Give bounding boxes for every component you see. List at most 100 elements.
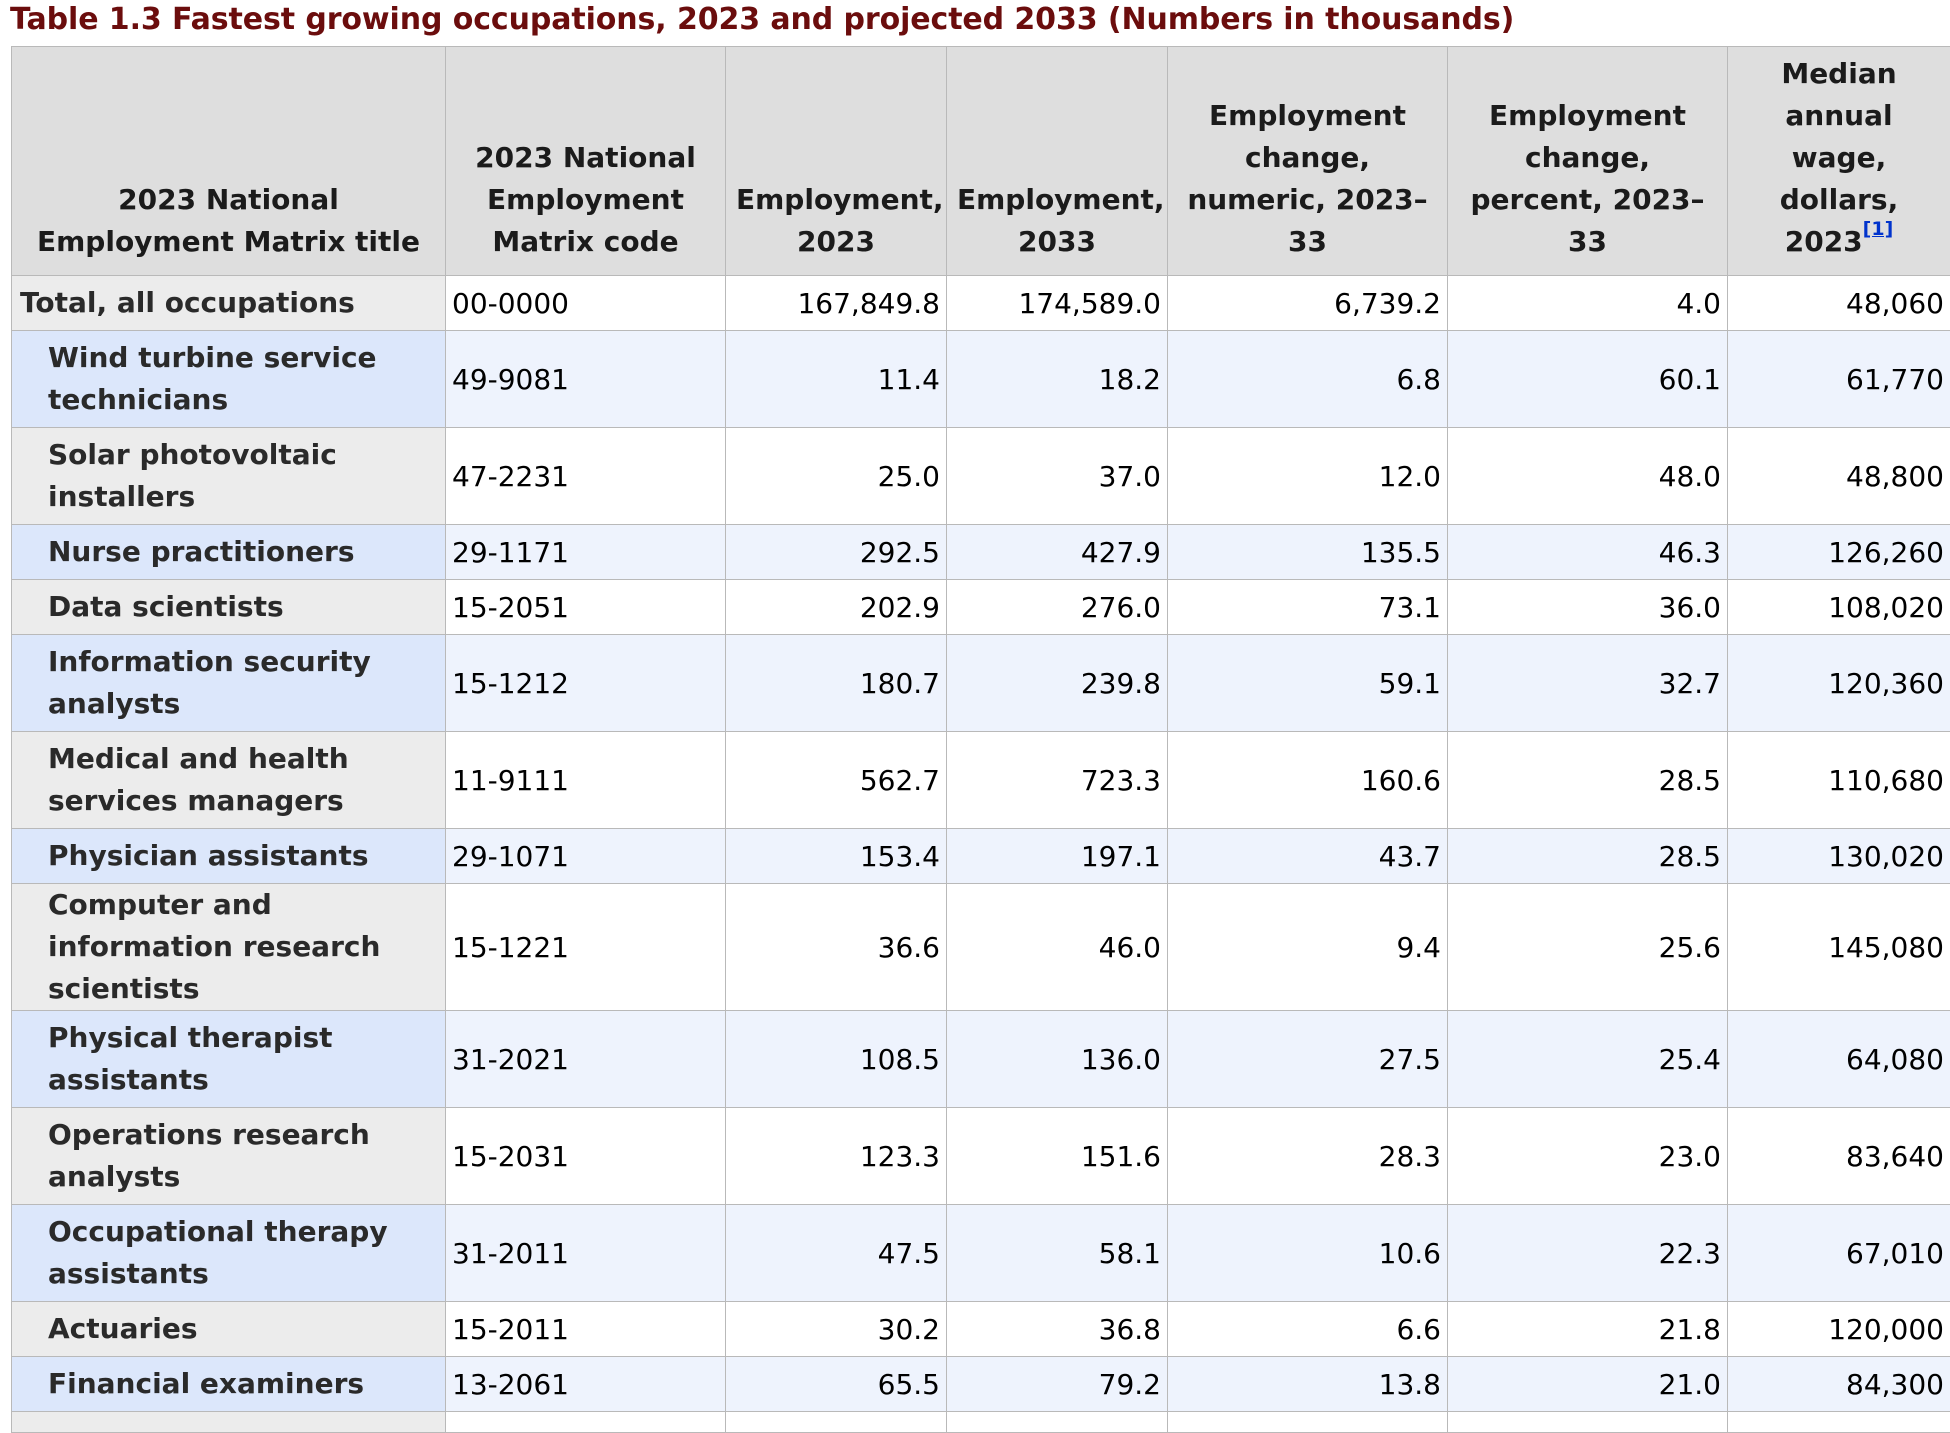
change-numeric-cell: 27.5	[1168, 1011, 1448, 1108]
change-numeric-cell: 43.7	[1168, 829, 1448, 884]
change-percent-cell: 21.0	[1448, 1357, 1728, 1412]
occupation-title-cell: Information security analysts	[12, 635, 446, 732]
code-cell: 49-9081	[446, 331, 726, 428]
occupation-title-cell: Physician assistants	[12, 829, 446, 884]
column-header-title: 2023 National Employment Matrix title	[12, 47, 446, 276]
code-cell: 15-1221	[446, 884, 726, 1011]
employment-2023-cell: 25.0	[726, 428, 947, 525]
occupation-title-cell: Nurse practitioners	[12, 525, 446, 580]
median-wage-cell: 67,010	[1728, 1205, 1950, 1302]
employment-2033-cell: 37.0	[947, 428, 1168, 525]
median-wage-cell: 48,800	[1728, 428, 1950, 525]
code-cell: 31-2011	[446, 1205, 726, 1302]
code-cell: 31-2021	[446, 1011, 726, 1108]
median-wage-cell: 126,260	[1728, 525, 1950, 580]
employment-2033-cell: 276.0	[947, 580, 1168, 635]
employment-2023-cell: 11.4	[726, 331, 947, 428]
change-percent-cell: 21.8	[1448, 1302, 1728, 1357]
empty-cell	[726, 1412, 947, 1433]
column-header-median-wage: Median annual wage, dollars, 2023[1]	[1728, 47, 1950, 276]
change-numeric-cell: 13.8	[1168, 1357, 1448, 1412]
employment-2033-cell: 18.2	[947, 331, 1168, 428]
empty-cell	[1448, 1412, 1728, 1433]
table-header: 2023 National Employment Matrix title 20…	[12, 47, 1950, 276]
change-percent-cell: 28.5	[1448, 732, 1728, 829]
occupation-title-cell: Data scientists	[12, 580, 446, 635]
median-wage-cell: 130,020	[1728, 829, 1950, 884]
occupation-title-cell: Total, all occupations	[12, 276, 446, 331]
employment-2033-cell: 79.2	[947, 1357, 1168, 1412]
code-cell: 15-1212	[446, 635, 726, 732]
employment-2023-cell: 30.2	[726, 1302, 947, 1357]
table-row-partial	[12, 1412, 1950, 1433]
code-cell: 29-1071	[446, 829, 726, 884]
employment-2033-cell: 723.3	[947, 732, 1168, 829]
empty-cell	[947, 1412, 1168, 1433]
change-numeric-cell: 9.4	[1168, 884, 1448, 1011]
code-cell: 13-2061	[446, 1357, 726, 1412]
table-row: Computer and information research scient…	[12, 884, 1950, 1011]
employment-2033-cell: 46.0	[947, 884, 1168, 1011]
employment-2023-cell: 36.6	[726, 884, 947, 1011]
empty-cell	[1728, 1412, 1950, 1433]
employment-2023-cell: 47.5	[726, 1205, 947, 1302]
median-wage-cell: 83,640	[1728, 1108, 1950, 1205]
code-cell: 00-0000	[446, 276, 726, 331]
employment-2023-cell: 292.5	[726, 525, 947, 580]
occupation-title-cell: Computer and information research scient…	[12, 884, 446, 1011]
occupation-title-cell: Actuaries	[12, 1302, 446, 1357]
column-header-employment-2033: Employment, 2033	[947, 47, 1168, 276]
footnote-superscript: [1]	[1863, 218, 1894, 240]
occupation-title-cell: Solar photovoltaic installers	[12, 428, 446, 525]
change-percent-cell: 60.1	[1448, 331, 1728, 428]
code-cell: 11-9111	[446, 732, 726, 829]
change-percent-cell: 23.0	[1448, 1108, 1728, 1205]
employment-2033-cell: 174,589.0	[947, 276, 1168, 331]
median-wage-cell: 84,300	[1728, 1357, 1950, 1412]
change-numeric-cell: 160.6	[1168, 732, 1448, 829]
employment-2033-cell: 197.1	[947, 829, 1168, 884]
employment-2033-cell: 239.8	[947, 635, 1168, 732]
median-wage-cell: 145,080	[1728, 884, 1950, 1011]
footnote-link[interactable]: [1]	[1863, 218, 1894, 240]
change-percent-cell: 36.0	[1448, 580, 1728, 635]
occupation-title-cell: Occupational therapy assistants	[12, 1205, 446, 1302]
employment-2023-cell: 180.7	[726, 635, 947, 732]
empty-cell	[446, 1412, 726, 1433]
change-percent-cell: 32.7	[1448, 635, 1728, 732]
employment-2033-cell: 151.6	[947, 1108, 1168, 1205]
employment-2023-cell: 65.5	[726, 1357, 947, 1412]
employment-2033-cell: 427.9	[947, 525, 1168, 580]
employment-2023-cell: 562.7	[726, 732, 947, 829]
change-numeric-cell: 6.6	[1168, 1302, 1448, 1357]
column-header-change-numeric: Employment change, numeric, 2023–33	[1168, 47, 1448, 276]
code-cell: 29-1171	[446, 525, 726, 580]
occupation-title-cell: Wind turbine service technicians	[12, 331, 446, 428]
change-numeric-cell: 10.6	[1168, 1205, 1448, 1302]
employment-2023-cell: 108.5	[726, 1011, 947, 1108]
code-cell: 47-2231	[446, 428, 726, 525]
employment-2033-cell: 36.8	[947, 1302, 1168, 1357]
column-header-code: 2023 National Employment Matrix code	[446, 47, 726, 276]
change-percent-cell: 48.0	[1448, 428, 1728, 525]
median-wage-cell: 120,000	[1728, 1302, 1950, 1357]
employment-2033-cell: 58.1	[947, 1205, 1168, 1302]
change-numeric-cell: 6,739.2	[1168, 276, 1448, 331]
change-numeric-cell: 28.3	[1168, 1108, 1448, 1205]
change-numeric-cell: 135.5	[1168, 525, 1448, 580]
employment-2023-cell: 123.3	[726, 1108, 947, 1205]
occupation-title-cell: Financial examiners	[12, 1357, 446, 1412]
column-header-employment-2023: Employment, 2023	[726, 47, 947, 276]
